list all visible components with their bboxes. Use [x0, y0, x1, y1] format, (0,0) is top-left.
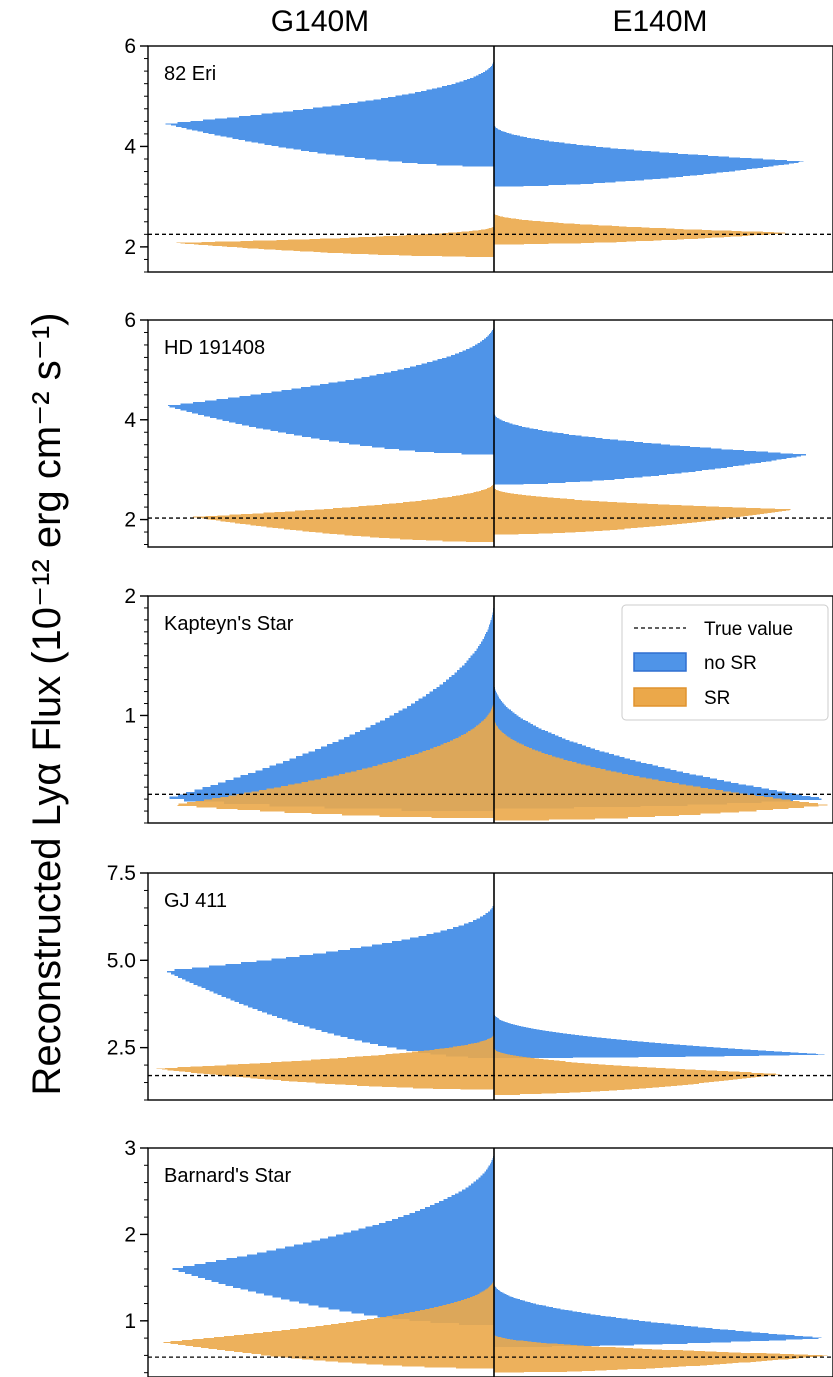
- no-sr-histogram-e140m: [493, 123, 804, 187]
- sr-histogram-e140m: [493, 1333, 828, 1373]
- panel-4-plot-area: [156, 900, 825, 1095]
- no-sr-histogram-g140m: [168, 322, 494, 455]
- panel-3: 1 2 Kapteyn's Star: [124, 585, 833, 824]
- y-tick-label: 6: [124, 35, 136, 58]
- legend: True value no SR SR: [621, 604, 829, 721]
- panel-2-star-label: HD 191408: [164, 337, 265, 359]
- legend-label-true-value: True value: [704, 619, 793, 640]
- panel-5-star-label: Barnard's Star: [164, 1165, 292, 1187]
- y-tick-label: 2.5: [107, 1037, 136, 1060]
- y-tick-label: 4: [124, 409, 136, 432]
- panel-1-star-label: 82 Eri: [164, 63, 216, 85]
- y-tick-label: 4: [124, 135, 136, 158]
- y-tick-label: 1: [124, 704, 136, 727]
- y-tick-label: 5.0: [107, 949, 136, 972]
- y-tick-label: 1: [124, 1310, 136, 1333]
- sr-histogram-e140m: [493, 487, 791, 535]
- no-sr-histogram-g140m: [172, 1148, 494, 1326]
- legend-label-no-sr: no SR: [704, 653, 757, 674]
- no-sr-histogram-e140m: [493, 1012, 825, 1059]
- sr-histogram-e140m: [493, 212, 791, 245]
- column-title-e140m: E140M: [612, 5, 707, 38]
- panel-5-frame: [147, 1147, 833, 1377]
- panel-3-frame: [147, 595, 833, 824]
- y-tick-label: 6: [124, 309, 136, 332]
- y-tick-label: 2: [124, 1223, 136, 1246]
- legend-label-sr: SR: [704, 688, 730, 709]
- sr-histogram-g140m: [176, 225, 494, 257]
- y-tick-label: 2: [124, 236, 136, 259]
- panel-2-plot-area: [168, 322, 806, 542]
- y-tick-label: 3: [124, 1137, 136, 1160]
- legend-no-sr-swatch: [633, 652, 687, 672]
- panel-3-star-label: Kapteyn's Star: [164, 613, 294, 635]
- column-title-g140m: G140M: [271, 5, 369, 38]
- y-tick-label: 2: [124, 509, 136, 532]
- y-tick-label: 2: [124, 585, 136, 608]
- panel-4-frame: [147, 872, 833, 1101]
- no-sr-histogram-e140m: [493, 1281, 822, 1347]
- sr-histogram-g140m: [163, 1277, 494, 1369]
- no-sr-histogram-g140m: [165, 58, 494, 167]
- panel-2: 2 4 6 HD 191408: [124, 309, 833, 548]
- panels-group: 2 4 6 82 Eri 2 4 6 HD 191408 1 2 Kapteyn's Star 2.5…: [107, 35, 833, 1377]
- panel-5-plot-area: [163, 1148, 828, 1373]
- panel-4: 2.5 5.0 7.5 GJ 411: [107, 862, 833, 1101]
- no-sr-histogram-g140m: [167, 900, 494, 1059]
- panel-1: 2 4 6 82 Eri: [124, 35, 833, 273]
- sr-histogram-g140m: [177, 697, 494, 819]
- no-sr-histogram-e140m: [493, 412, 806, 485]
- sr-histogram-e140m: [493, 1047, 781, 1095]
- panel-4-star-label: GJ 411: [164, 890, 227, 912]
- panel-5: 1 2 3 Barnard's Star: [124, 1137, 833, 1377]
- panel-1-plot-area: [165, 58, 804, 257]
- panel-2-frame: [147, 319, 833, 548]
- legend-sr-swatch: [633, 687, 687, 707]
- sr-histogram-g140m: [193, 482, 494, 542]
- y-tick-label: 7.5: [107, 862, 136, 885]
- y-axis-label: Reconstructed Lyα Flux (10⁻¹² erg cm⁻² s…: [25, 313, 69, 1096]
